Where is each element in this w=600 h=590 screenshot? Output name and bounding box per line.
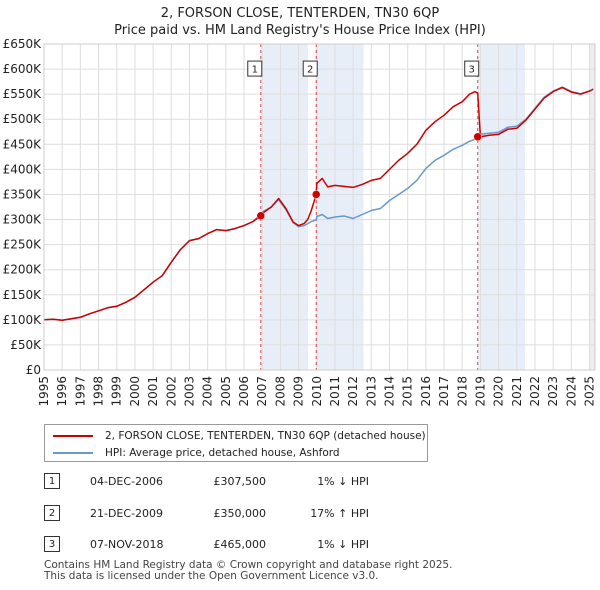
x-tick-label: 1996 <box>55 376 69 407</box>
x-tick-label: 2003 <box>182 376 196 407</box>
x-tick-label: 2013 <box>364 376 378 407</box>
sale-point <box>256 211 266 221</box>
transaction-number: 3 <box>44 536 60 552</box>
y-tick-label: £600K <box>3 62 43 76</box>
x-tick-label: 2010 <box>310 376 324 407</box>
transaction-price: £307,500 <box>213 475 267 488</box>
transaction-date: 21-DEC-2009 <box>90 507 164 520</box>
sale-point <box>473 132 482 142</box>
y-tick-label: £200K <box>3 263 43 277</box>
x-tick-label: 2006 <box>237 376 251 407</box>
y-tick-label: £350K <box>3 187 43 201</box>
y-tick-label: £0 <box>26 363 41 377</box>
x-tick-label: 2012 <box>346 376 360 407</box>
x-tick-label: 2020 <box>492 376 506 407</box>
x-tick-label: 2016 <box>419 376 433 407</box>
sale-label-box <box>302 60 318 77</box>
sale-label-box <box>464 60 480 77</box>
y-tick-label: £550K <box>3 87 43 101</box>
y-tick-label: £250K <box>3 238 43 252</box>
sale-label-number: 2 <box>307 65 313 76</box>
y-tick-label: £100K <box>3 313 43 327</box>
y-tick-label: £150K <box>3 288 43 302</box>
table-row: 3 07-NOV-2018 £465,000 1% ↓ HPI <box>44 536 464 554</box>
x-tick-label: 2017 <box>437 376 451 407</box>
chart-subtitle: Price paid vs. HM Land Registry's House … <box>114 23 486 38</box>
x-tick-label: 2023 <box>546 376 560 407</box>
x-tick-label: 2018 <box>455 376 469 407</box>
chart-title: 2, FORSON CLOSE, TENTERDEN, TN30 6QP <box>161 6 440 21</box>
sale-period-shade <box>477 44 525 370</box>
x-tick-label: 1998 <box>92 376 106 407</box>
footer-copyright: Contains HM Land Registry data © Crown c… <box>44 559 453 571</box>
x-tick-label: 1997 <box>73 376 87 407</box>
legend-label-property: 2, FORSON CLOSE, TENTERDEN, TN30 6QP (de… <box>105 430 426 442</box>
x-tick-label: 2001 <box>146 376 160 407</box>
x-tick-label: 1999 <box>110 376 124 407</box>
price-chart: 2, FORSON CLOSE, TENTERDEN, TN30 6QP Pri… <box>3 6 597 407</box>
transaction-price: £465,000 <box>213 538 267 551</box>
y-tick-label: £50K <box>10 338 42 352</box>
x-tick-label: 2025 <box>583 376 597 407</box>
x-tick-label: 2002 <box>164 376 178 407</box>
legend: 2, FORSON CLOSE, TENTERDEN, TN30 6QP (de… <box>44 424 428 462</box>
legend-swatch-property <box>53 435 93 437</box>
sale-label-number: 3 <box>469 65 475 76</box>
future-shade <box>589 44 595 370</box>
sale-period-shade <box>316 44 364 370</box>
plot-frame <box>43 43 596 371</box>
x-tick-label: 2009 <box>292 376 306 407</box>
legend-item-property: 2, FORSON CLOSE, TENTERDEN, TN30 6QP (de… <box>53 427 426 445</box>
y-tick-label: £500K <box>3 112 43 126</box>
x-tick-label: 2000 <box>128 376 142 407</box>
transaction-number: 1 <box>44 473 60 489</box>
sale-point <box>311 190 321 199</box>
x-tick-label: 2007 <box>255 376 269 407</box>
footer: Contains HM Land Registry data © Crown c… <box>44 560 452 582</box>
property-series-line <box>43 86 594 322</box>
x-tick-label: 2014 <box>383 376 397 407</box>
y-tick-label: £450K <box>3 137 43 151</box>
sale-label-box <box>247 60 263 77</box>
transaction-price: £350,000 <box>213 507 267 520</box>
x-tick-label: 2004 <box>201 376 215 407</box>
x-tick-label: 2008 <box>273 376 287 407</box>
transaction-hpi-diff: 1% ↓ HPI <box>317 475 369 488</box>
footer-licence: This data is licensed under the Open Gov… <box>44 570 379 582</box>
sale-label-number: 1 <box>252 65 258 76</box>
transaction-number: 2 <box>44 505 60 521</box>
y-tick-label: £650K <box>3 37 43 51</box>
x-tick-label: 2019 <box>473 376 487 407</box>
table-row: 1 04-DEC-2006 £307,500 1% ↓ HPI <box>44 473 464 491</box>
y-tick-label: £300K <box>3 213 43 227</box>
x-tick-label: 2022 <box>528 376 542 407</box>
legend-label-hpi: HPI: Average price, detached house, Ashf… <box>105 447 340 459</box>
transaction-hpi-diff: 17% ↑ HPI <box>310 507 369 520</box>
table-row: 2 21-DEC-2009 £350,000 17% ↑ HPI <box>44 505 464 523</box>
x-tick-label: 2024 <box>564 376 578 407</box>
transaction-date: 04-DEC-2006 <box>90 475 164 488</box>
legend-swatch-hpi <box>53 452 93 454</box>
transaction-date: 07-NOV-2018 <box>90 538 164 551</box>
transaction-hpi-diff: 1% ↓ HPI <box>317 538 369 551</box>
x-tick-label: 1995 <box>37 376 51 407</box>
x-tick-label: 2005 <box>219 376 233 407</box>
y-tick-label: £400K <box>3 162 43 176</box>
legend-item-hpi: HPI: Average price, detached house, Ashf… <box>53 444 340 462</box>
x-tick-label: 2015 <box>401 376 415 407</box>
x-tick-label: 2011 <box>328 376 342 407</box>
x-tick-label: 2021 <box>510 376 524 407</box>
